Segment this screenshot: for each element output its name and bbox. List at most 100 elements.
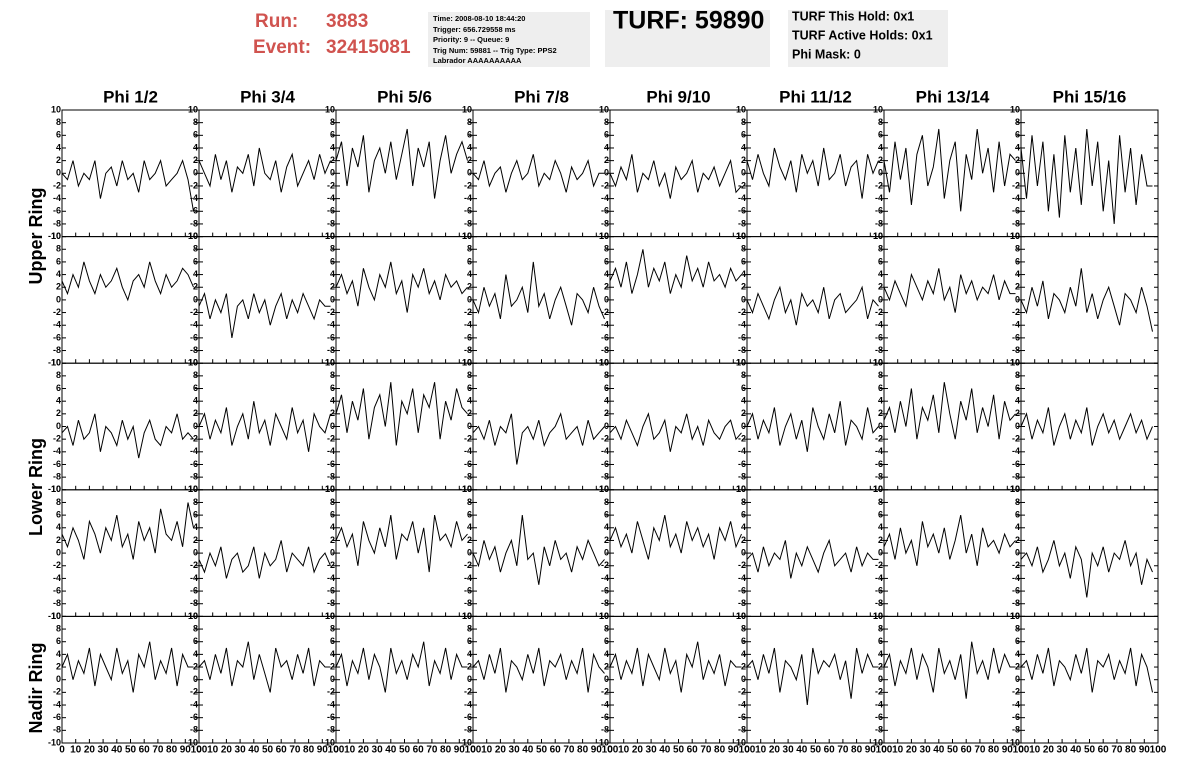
y-tick-label: 6	[330, 636, 335, 646]
x-tick-label: 10	[344, 745, 356, 756]
y-tick-label: -8	[53, 725, 61, 735]
y-tick-label: -8	[464, 218, 472, 228]
x-tick-label: 100	[876, 745, 893, 756]
y-tick-label: 2	[193, 155, 198, 165]
panel-frame	[198, 236, 337, 364]
turf-box	[605, 10, 770, 67]
y-tick-label: 10	[462, 611, 472, 621]
y-tick-label: -2	[875, 180, 883, 190]
y-tick-label: 8	[56, 623, 61, 633]
panel-frame	[61, 362, 200, 491]
panel-frame	[335, 489, 474, 617]
y-tick-label: -10	[322, 737, 335, 747]
y-tick-label: -2	[53, 180, 61, 190]
y-tick-label: -10	[1007, 484, 1020, 494]
x-tick-label: 50	[947, 745, 959, 756]
y-tick-label: -8	[190, 345, 198, 355]
y-tick-label: 6	[56, 509, 61, 519]
y-tick-label: 0	[741, 421, 746, 431]
y-tick-label: -10	[185, 231, 198, 241]
event-number: 32415081	[326, 37, 411, 58]
y-tick-label: -6	[1012, 332, 1020, 342]
x-tick-label: 100	[328, 745, 345, 756]
y-tick-label: -4	[738, 320, 746, 330]
x-tick-label: 30	[509, 745, 521, 756]
y-tick-label: 4	[604, 269, 609, 279]
row-label: Nadir Ring	[26, 642, 46, 733]
y-tick-label: 6	[604, 636, 609, 646]
x-tick-label: 50	[125, 745, 137, 756]
y-tick-label: -2	[464, 434, 472, 444]
y-tick-label: 10	[188, 104, 198, 114]
panel-frame	[883, 489, 1022, 617]
y-tick-label: -4	[601, 320, 609, 330]
y-tick-label: -8	[875, 725, 883, 735]
x-tick-label: 30	[783, 745, 795, 756]
y-tick-label: -2	[190, 687, 198, 697]
y-tick-label: -4	[327, 699, 335, 709]
y-tick-label: 8	[604, 244, 609, 254]
y-tick-label: -2	[738, 560, 746, 570]
y-tick-label: 6	[467, 509, 472, 519]
y-tick-label: 0	[1015, 421, 1020, 431]
y-tick-label: 0	[330, 421, 335, 431]
x-tick-label: 0	[607, 745, 613, 756]
y-tick-label: 8	[330, 117, 335, 127]
y-tick-label: 2	[467, 155, 472, 165]
y-tick-label: 4	[467, 649, 472, 659]
x-tick-label: 90	[728, 745, 740, 756]
y-tick-label: -8	[190, 725, 198, 735]
y-tick-label: 4	[741, 396, 746, 406]
panel-frame	[472, 109, 611, 238]
y-tick-label: 10	[736, 611, 746, 621]
y-tick-label: -10	[1007, 611, 1020, 621]
y-tick-label: -2	[1012, 687, 1020, 697]
info-line: Priority: 9 -- Queue: 9	[433, 35, 509, 44]
y-tick-label: -6	[875, 206, 883, 216]
y-tick-label: -6	[875, 332, 883, 342]
y-tick-label: -4	[53, 699, 61, 709]
y-tick-label: -10	[870, 358, 883, 368]
y-tick-label: 8	[604, 117, 609, 127]
row-label: Lower Ring	[26, 438, 46, 536]
y-tick-label: 0	[604, 421, 609, 431]
y-tick-label: -10	[459, 231, 472, 241]
y-tick-label: -4	[53, 193, 61, 203]
y-tick-label: 0	[741, 168, 746, 178]
info-line: Trigger: 656.729558 ms	[433, 25, 516, 34]
y-tick-label: -6	[190, 585, 198, 595]
y-tick-label: 6	[193, 130, 198, 140]
waveform	[883, 382, 1016, 440]
y-tick-label: 0	[604, 294, 609, 304]
x-tick-label: 70	[837, 745, 849, 756]
y-tick-label: 4	[467, 269, 472, 279]
y-tick-label: 0	[467, 547, 472, 557]
waveform	[1020, 128, 1153, 224]
y-tick-label: -10	[322, 484, 335, 494]
y-tick-label: 4	[467, 396, 472, 406]
y-tick-label: 6	[878, 509, 883, 519]
x-tick-label: 20	[84, 745, 96, 756]
x-tick-label: 40	[933, 745, 945, 756]
y-tick-label: 6	[193, 256, 198, 266]
y-tick-label: 4	[193, 396, 198, 406]
y-tick-label: -6	[53, 585, 61, 595]
y-tick-label: 2	[467, 661, 472, 671]
y-tick-label: 0	[604, 547, 609, 557]
column-label: Phi 15/16	[1053, 87, 1127, 106]
y-tick-label: 2	[1015, 408, 1020, 418]
x-tick-label: 70	[1111, 745, 1123, 756]
y-tick-label: 0	[878, 168, 883, 178]
y-tick-label: 8	[878, 497, 883, 507]
y-tick-label: 8	[467, 117, 472, 127]
y-tick-label: -4	[601, 193, 609, 203]
y-tick-label: 2	[878, 408, 883, 418]
y-tick-label: -4	[190, 446, 198, 456]
turf-number: TURF: 59890	[613, 7, 764, 35]
y-tick-label: 6	[467, 256, 472, 266]
waveform	[883, 514, 1016, 566]
y-tick-label: -2	[738, 687, 746, 697]
y-tick-label: -4	[738, 446, 746, 456]
x-tick-label: 50	[536, 745, 548, 756]
y-tick-label: -4	[327, 446, 335, 456]
